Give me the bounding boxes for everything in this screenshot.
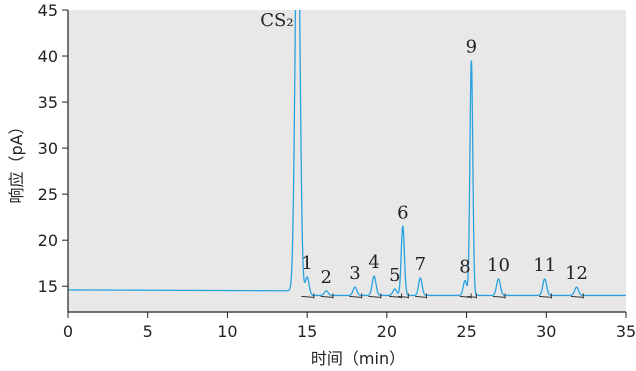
x-tick-label: 10 [217, 322, 237, 341]
y-tick-label: 30 [38, 139, 58, 158]
peak-label: CS₂ [260, 10, 293, 31]
integration-mark [301, 295, 314, 298]
peak-label: 10 [487, 255, 510, 276]
peak-label: 1 [301, 253, 312, 274]
y-tick-label: 45 [38, 1, 58, 20]
integration-mark [368, 295, 381, 298]
peak-label: 5 [389, 265, 400, 286]
x-tick-label: 0 [63, 322, 73, 341]
x-tick-label: 30 [536, 322, 556, 341]
peak-label: 11 [533, 255, 556, 276]
peak-label: 4 [368, 252, 379, 273]
integration-mark [459, 295, 472, 298]
integration-mark [389, 295, 402, 298]
peak-label: 2 [321, 267, 332, 288]
y-tick-label: 35 [38, 93, 58, 112]
peak-label: 7 [415, 254, 426, 275]
x-tick-label: 35 [616, 322, 636, 341]
integration-marks-layer [301, 293, 584, 299]
integration-mark [415, 295, 427, 298]
x-tick-label: 15 [297, 322, 317, 341]
peak-label: 8 [459, 257, 470, 278]
x-tick-label: 20 [377, 322, 397, 341]
plot-area-background [68, 10, 626, 312]
y-tick-label: 15 [38, 277, 58, 296]
trace-layer [68, 10, 626, 297]
integration-mark [492, 295, 506, 298]
integration-mark [320, 295, 334, 298]
x-ticks: 0 5 10 15 20 25 30 35 [63, 312, 636, 341]
integration-mark [349, 295, 362, 298]
peak-label: 6 [397, 202, 408, 223]
x-axis-title: 时间（min） [311, 349, 405, 368]
integration-mark [570, 295, 584, 298]
y-axis-title: 响应（pA） [7, 118, 26, 203]
peak-label: 9 [466, 37, 477, 58]
peak-label: 12 [565, 263, 588, 284]
integration-mark [397, 295, 409, 298]
y-ticks: 15 20 25 30 35 40 45 [38, 1, 68, 296]
chromatogram-trace [68, 10, 626, 297]
x-tick-label: 5 [143, 322, 153, 341]
y-tick-label: 20 [38, 231, 58, 250]
peak-label: 3 [349, 263, 360, 284]
integration-mark [538, 295, 552, 298]
integration-mark [466, 295, 477, 298]
y-tick-label: 25 [38, 185, 58, 204]
x-tick-label: 25 [456, 322, 476, 341]
y-tick-label: 40 [38, 47, 58, 66]
